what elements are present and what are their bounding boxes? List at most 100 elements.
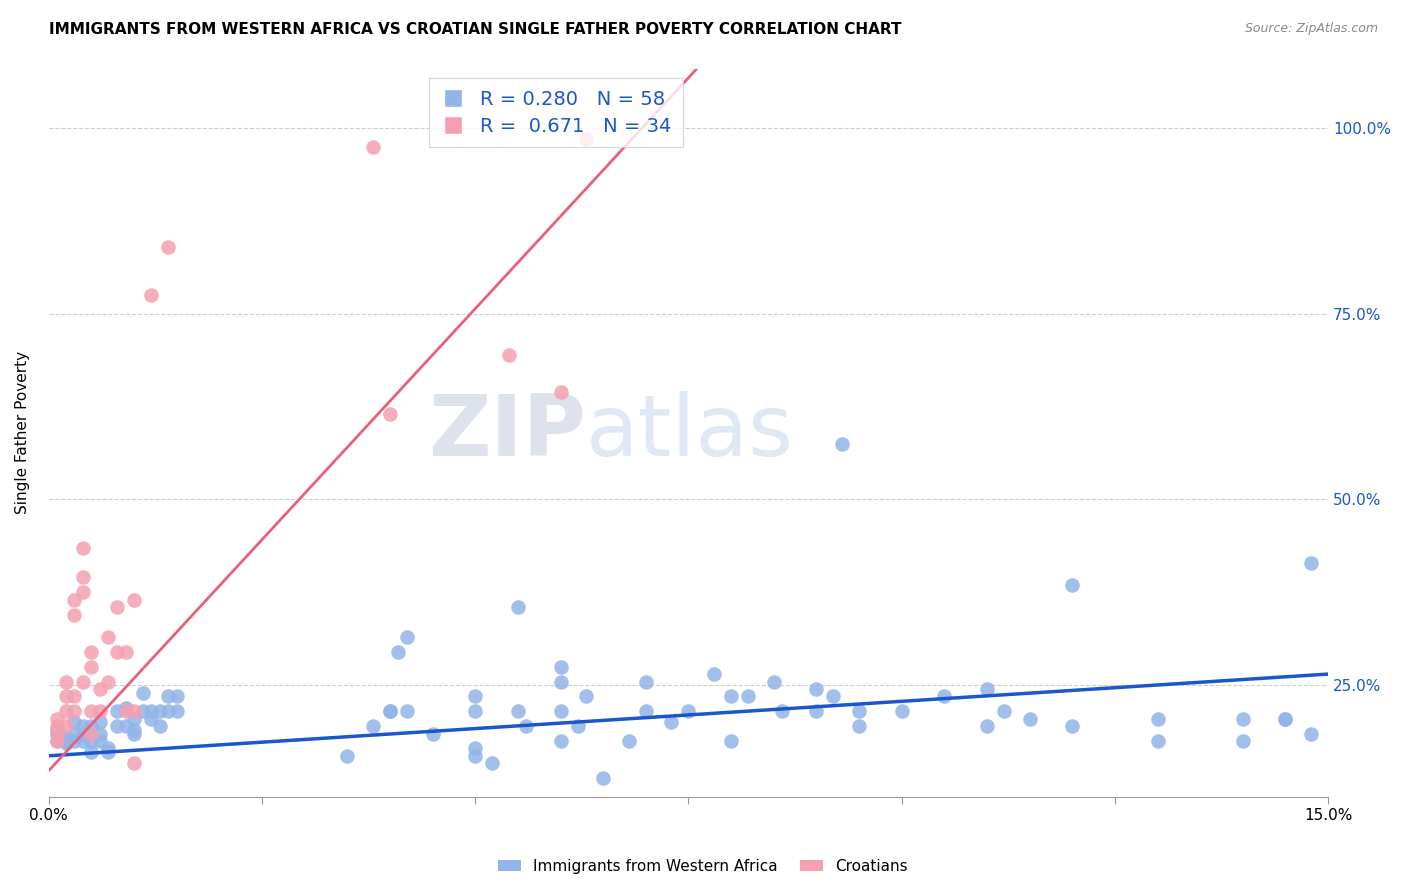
- Point: [378, 704, 401, 718]
- Point: [661, 715, 683, 730]
- Point: [157, 240, 180, 254]
- Y-axis label: Single Father Poverty: Single Father Poverty: [15, 351, 30, 514]
- Point: [515, 719, 537, 733]
- Point: [575, 690, 598, 704]
- Point: [63, 592, 86, 607]
- Point: [1018, 712, 1040, 726]
- Point: [550, 384, 572, 399]
- Point: [166, 690, 188, 704]
- Point: [72, 734, 94, 748]
- Point: [149, 704, 172, 718]
- Point: [1274, 712, 1296, 726]
- Point: [567, 719, 589, 733]
- Point: [157, 690, 180, 704]
- Point: [55, 730, 77, 744]
- Point: [114, 645, 136, 659]
- Point: [464, 741, 486, 756]
- Point: [720, 690, 742, 704]
- Point: [55, 674, 77, 689]
- Point: [890, 704, 912, 718]
- Point: [464, 748, 486, 763]
- Point: [378, 407, 401, 421]
- Point: [122, 723, 145, 737]
- Point: [89, 681, 111, 696]
- Point: [55, 719, 77, 733]
- Point: [157, 704, 180, 718]
- Point: [80, 704, 103, 718]
- Point: [506, 600, 529, 615]
- Point: [72, 726, 94, 740]
- Point: [80, 726, 103, 740]
- Point: [63, 734, 86, 748]
- Legend: Immigrants from Western Africa, Croatians: Immigrants from Western Africa, Croatian…: [492, 853, 914, 880]
- Point: [1146, 712, 1168, 726]
- Point: [1062, 578, 1084, 592]
- Point: [122, 726, 145, 740]
- Point: [97, 630, 120, 644]
- Point: [46, 726, 69, 740]
- Point: [395, 704, 418, 718]
- Point: [63, 607, 86, 622]
- Point: [848, 719, 870, 733]
- Point: [63, 715, 86, 730]
- Point: [89, 734, 111, 748]
- Point: [361, 139, 384, 153]
- Point: [114, 704, 136, 718]
- Point: [97, 674, 120, 689]
- Point: [72, 674, 94, 689]
- Point: [46, 712, 69, 726]
- Point: [80, 659, 103, 673]
- Point: [678, 801, 700, 815]
- Point: [63, 690, 86, 704]
- Point: [976, 719, 998, 733]
- Point: [1062, 719, 1084, 733]
- Point: [387, 645, 409, 659]
- Point: [80, 719, 103, 733]
- Point: [703, 667, 725, 681]
- Point: [498, 348, 520, 362]
- Point: [139, 704, 162, 718]
- Point: [63, 726, 86, 740]
- Point: [72, 541, 94, 555]
- Point: [122, 592, 145, 607]
- Point: [89, 726, 111, 740]
- Text: ZIP: ZIP: [429, 391, 586, 474]
- Point: [550, 674, 572, 689]
- Point: [506, 704, 529, 718]
- Point: [55, 690, 77, 704]
- Point: [55, 704, 77, 718]
- Point: [592, 771, 614, 785]
- Text: Source: ZipAtlas.com: Source: ZipAtlas.com: [1244, 22, 1378, 36]
- Point: [89, 715, 111, 730]
- Legend: R = 0.280   N = 58, R =  0.671   N = 34: R = 0.280 N = 58, R = 0.671 N = 34: [429, 78, 683, 147]
- Point: [481, 756, 503, 771]
- Point: [55, 734, 77, 748]
- Point: [395, 630, 418, 644]
- Point: [550, 704, 572, 718]
- Point: [105, 645, 128, 659]
- Point: [122, 756, 145, 771]
- Point: [131, 704, 153, 718]
- Point: [97, 745, 120, 759]
- Point: [1146, 734, 1168, 748]
- Point: [806, 681, 828, 696]
- Point: [105, 704, 128, 718]
- Point: [46, 734, 69, 748]
- Point: [139, 712, 162, 726]
- Point: [550, 659, 572, 673]
- Point: [848, 704, 870, 718]
- Point: [1274, 712, 1296, 726]
- Point: [139, 288, 162, 302]
- Point: [97, 741, 120, 756]
- Point: [823, 690, 845, 704]
- Point: [46, 734, 69, 748]
- Point: [105, 719, 128, 733]
- Point: [80, 645, 103, 659]
- Point: [122, 704, 145, 718]
- Point: [63, 704, 86, 718]
- Point: [422, 726, 444, 740]
- Point: [934, 690, 956, 704]
- Text: IMMIGRANTS FROM WESTERN AFRICA VS CROATIAN SINGLE FATHER POVERTY CORRELATION CHA: IMMIGRANTS FROM WESTERN AFRICA VS CROATI…: [49, 22, 901, 37]
- Point: [72, 570, 94, 584]
- Point: [114, 700, 136, 714]
